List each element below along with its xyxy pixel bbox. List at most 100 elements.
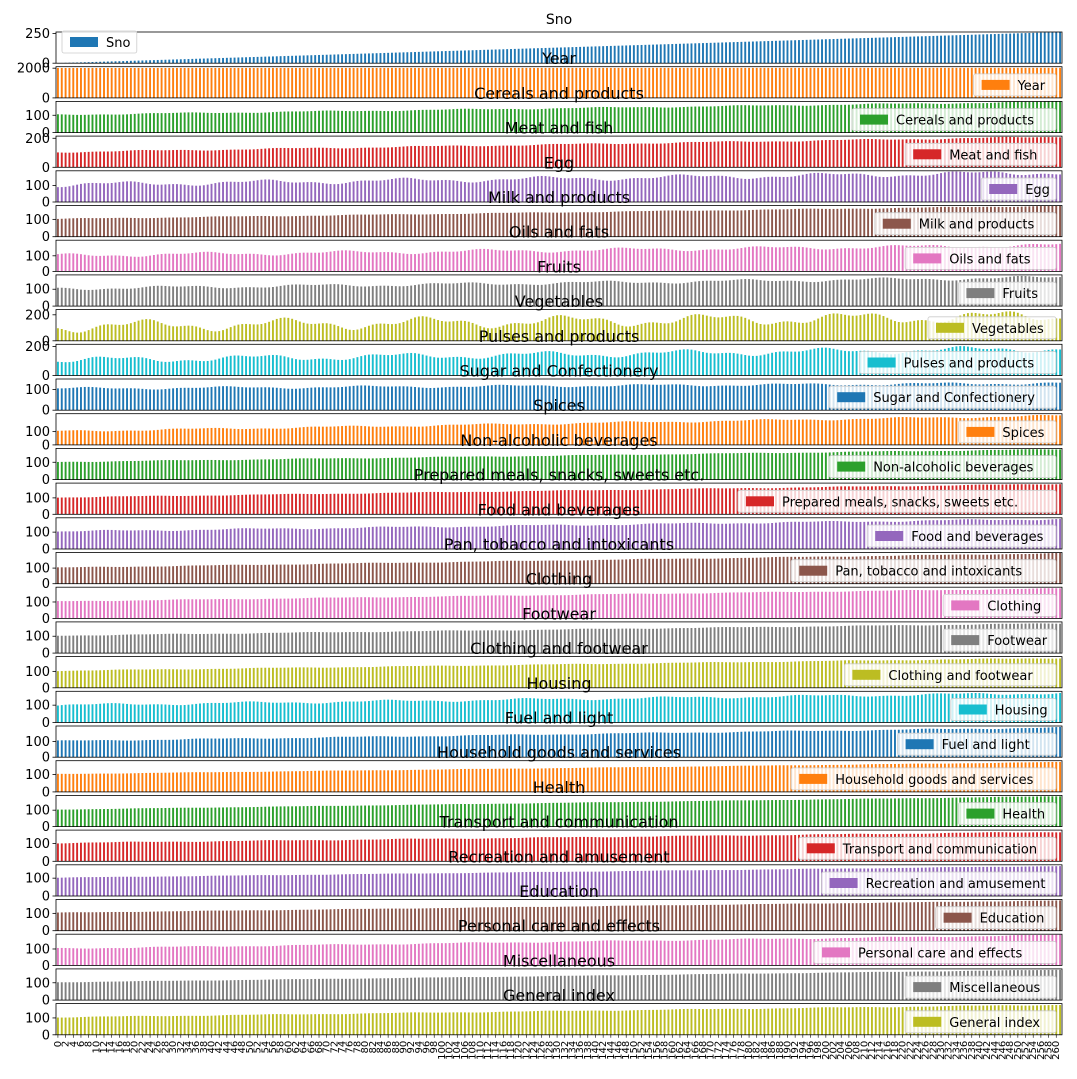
- bar: [602, 628, 605, 654]
- bar: [840, 521, 843, 549]
- legend-swatch: [913, 253, 942, 264]
- bar: [114, 217, 117, 237]
- bar: [126, 669, 128, 688]
- bar: [625, 282, 628, 307]
- bar: [329, 284, 332, 307]
- bar: [813, 320, 816, 341]
- bar: [786, 67, 789, 98]
- y-tick-label: 0: [42, 265, 50, 280]
- bar: [709, 42, 712, 64]
- bar: [771, 40, 774, 64]
- bar: [222, 529, 224, 549]
- bar: [678, 142, 681, 168]
- bar: [663, 558, 666, 584]
- bar: [721, 558, 724, 584]
- bar: [1032, 32, 1035, 64]
- y-tick-label: 0: [42, 543, 50, 558]
- bar: [675, 628, 678, 654]
- bar: [118, 217, 121, 237]
- bar: [195, 252, 198, 272]
- bar: [744, 178, 747, 202]
- bar: [659, 44, 662, 64]
- bar: [325, 252, 328, 272]
- bar: [348, 54, 351, 64]
- bar: [252, 494, 255, 515]
- bar: [333, 148, 336, 168]
- bar: [1059, 588, 1062, 619]
- bar: [298, 528, 301, 549]
- bar: [80, 332, 82, 341]
- bar: [1051, 32, 1054, 64]
- bar: [425, 631, 428, 654]
- bar: [586, 422, 589, 445]
- bar: [348, 214, 351, 237]
- bar: [675, 523, 678, 549]
- bar: [694, 175, 697, 202]
- bar: [406, 52, 409, 64]
- bar: [175, 566, 178, 584]
- bar: [248, 67, 251, 98]
- bar: [76, 461, 79, 480]
- bar: [360, 111, 363, 133]
- bar: [836, 67, 839, 98]
- bar: [713, 210, 716, 237]
- bar: [740, 523, 743, 549]
- bar: [152, 566, 155, 584]
- bar: [156, 669, 159, 688]
- bar: [694, 454, 697, 480]
- bar: [586, 319, 589, 341]
- bar: [917, 175, 919, 202]
- bar: [191, 112, 194, 133]
- bar: [844, 104, 847, 133]
- bar: [759, 355, 762, 376]
- bar: [563, 424, 566, 445]
- bar: [452, 283, 455, 307]
- bar: [129, 496, 132, 515]
- bar: [383, 426, 386, 445]
- bar: [452, 145, 455, 168]
- bar: [279, 528, 282, 549]
- bar: [64, 531, 67, 549]
- bar: [410, 110, 413, 133]
- bar: [617, 67, 620, 98]
- bar: [302, 215, 305, 237]
- bar: [444, 357, 447, 376]
- bar: [375, 214, 378, 237]
- bar: [702, 386, 704, 411]
- bar: [579, 67, 582, 98]
- bar: [463, 561, 466, 584]
- bar: [206, 58, 209, 64]
- bar: [590, 178, 593, 202]
- bar: [920, 590, 923, 619]
- bar: [590, 107, 593, 133]
- bar: [621, 179, 624, 202]
- bar: [748, 420, 751, 445]
- bar: [705, 593, 708, 619]
- bar: [260, 428, 263, 445]
- bar: [191, 633, 194, 654]
- bar: [594, 107, 597, 133]
- bar: [175, 530, 178, 549]
- y-tick-label: 100: [25, 383, 50, 398]
- bar: [548, 595, 551, 619]
- bar: [168, 495, 171, 515]
- bar: [287, 493, 290, 515]
- bar: [245, 181, 248, 202]
- bar: [145, 256, 148, 272]
- bar: [187, 286, 190, 307]
- bar: [878, 590, 881, 619]
- bar: [602, 46, 605, 64]
- bar: [95, 600, 98, 619]
- bar: [974, 34, 977, 64]
- bar: [80, 635, 82, 654]
- legend-box: [61, 30, 138, 54]
- bar: [356, 147, 359, 168]
- bar: [794, 141, 797, 168]
- bar: [421, 631, 424, 654]
- bar: [76, 152, 79, 168]
- bar: [68, 362, 71, 376]
- bar: [80, 387, 82, 411]
- bar: [721, 523, 724, 549]
- bar: [279, 494, 282, 515]
